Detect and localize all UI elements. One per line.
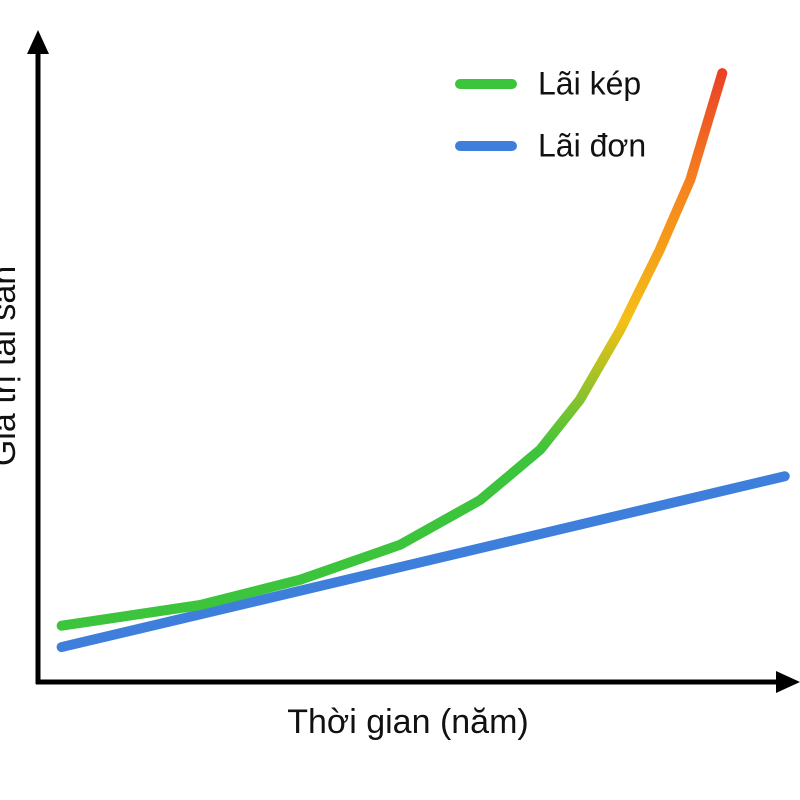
y-axis-label: Giá trị tài sản [0,266,23,466]
line-series [56,471,790,653]
x-axis-arrow [776,671,800,693]
x-axis-label: Thời gian (năm) [287,703,529,741]
legend-label: Lãi đơn [538,127,646,163]
legend-label: Lãi kép [538,65,641,101]
y-axis-arrow [27,30,49,54]
line-series [56,68,728,631]
